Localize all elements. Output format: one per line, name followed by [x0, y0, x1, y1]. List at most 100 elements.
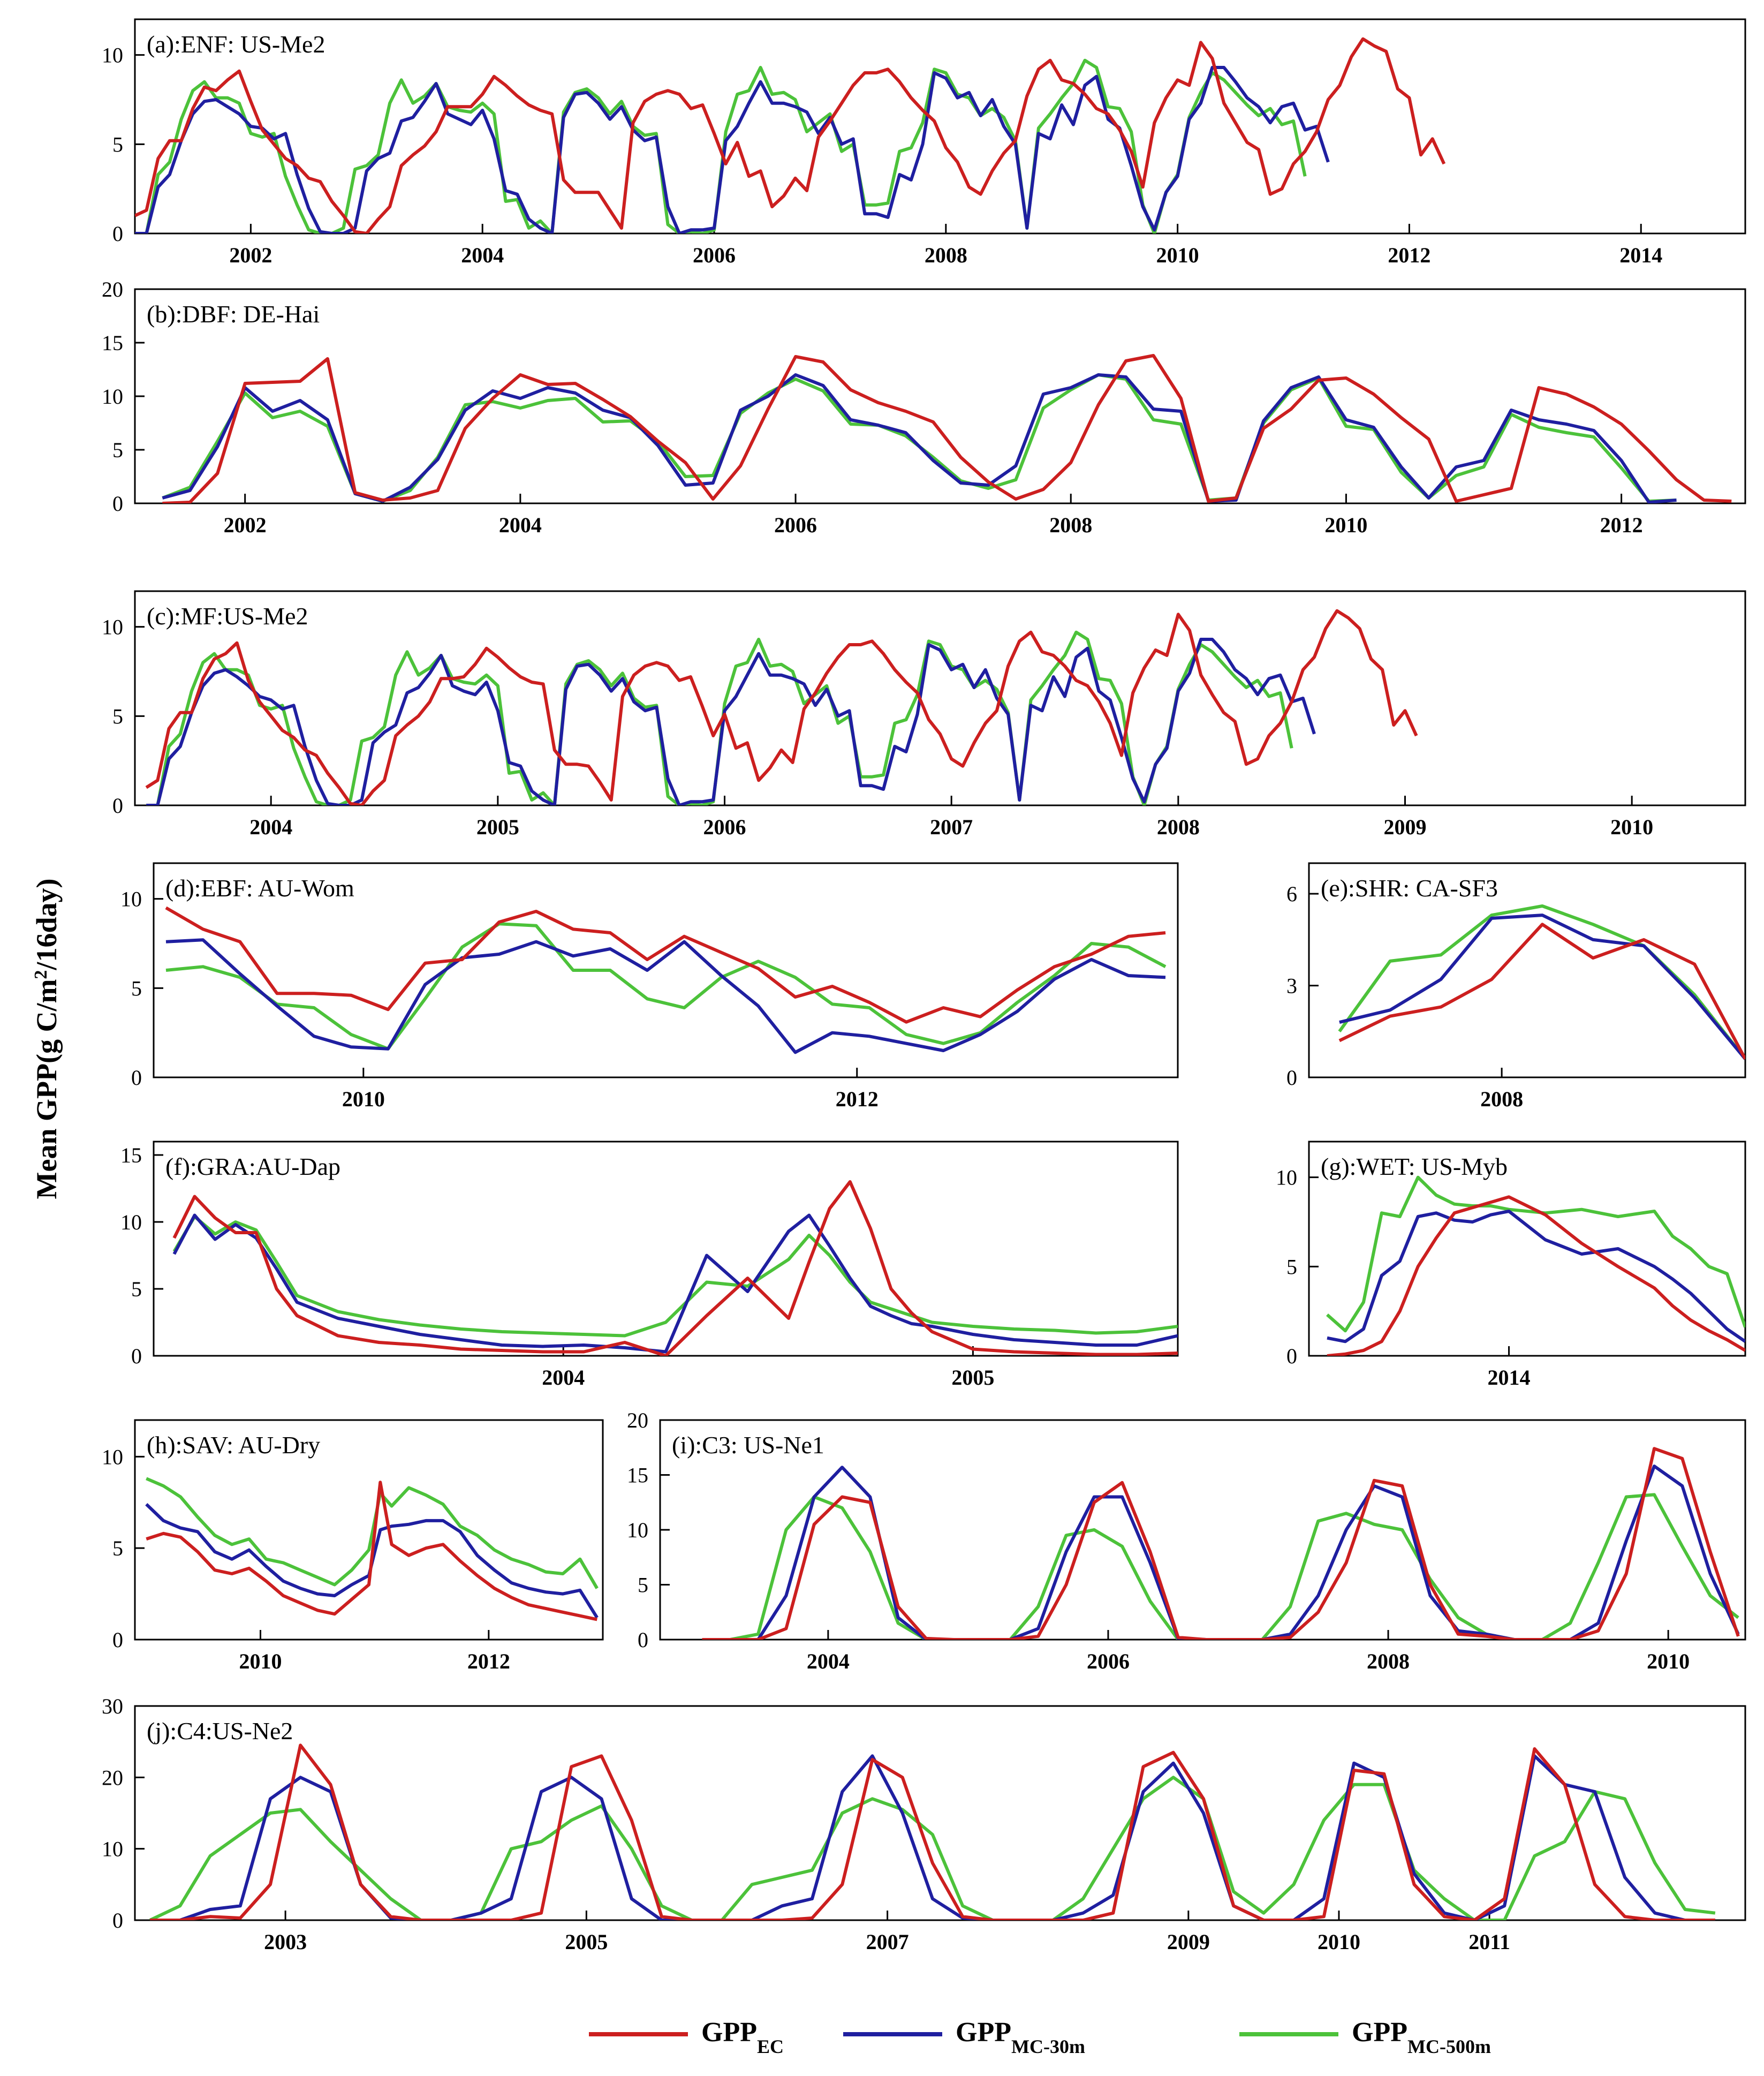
x-tick-label: 2007 — [866, 1930, 909, 1954]
series-gpp-mc-30m-a — [135, 66, 1330, 233]
x-tick-label: 2008 — [1367, 1649, 1410, 1673]
series-gpp-mc-500m-i — [702, 1493, 1739, 1640]
y-tick-label: 0 — [112, 794, 123, 818]
x-tick-label: 2006 — [774, 513, 817, 537]
y-axis-label-main: Mean GPP(g C/m — [31, 979, 63, 1199]
y-tick-label: 3 — [1286, 974, 1297, 998]
series-gpp-mc-500m-g — [1326, 1175, 1745, 1333]
series-gpp-ec-h — [146, 1481, 597, 1621]
y-axis-label-sup: 2 — [31, 970, 51, 979]
y-tick-label: 5 — [131, 976, 142, 1000]
y-tick-label: 10 — [102, 1445, 123, 1469]
x-tick-label: 2010 — [1647, 1649, 1690, 1673]
x-tick-label: 2005 — [476, 815, 519, 839]
panel-title-e: (e):SHR: CA-SF3 — [1321, 874, 1498, 902]
y-tick-label: 5 — [638, 1573, 648, 1597]
y-tick-label: 20 — [102, 1765, 123, 1790]
panel-title-a: (a):ENF: US-Me2 — [147, 31, 325, 58]
series-gpp-ec-c — [145, 609, 1418, 805]
series-gpp-mc-30m-h — [145, 1503, 599, 1619]
panel-frame — [134, 288, 1746, 504]
panel-e: 0 3 6 2008 (e):SHR: CA-SF3 — [1286, 862, 1746, 1111]
x-tick-label: 2002 — [224, 513, 267, 537]
y-tick-label: 5 — [112, 704, 123, 728]
x-tick-label: 2012 — [1388, 243, 1430, 267]
y-tick-label: 0 — [1286, 1066, 1297, 1090]
series-gpp-mc-500m-d — [165, 922, 1167, 1051]
panel-title-b: (b):DBF: DE-Hai — [147, 300, 320, 328]
y-tick-label: 0 — [112, 222, 123, 246]
x-tick-label: 2002 — [229, 243, 272, 267]
legend-mc30-main: GPP — [956, 2017, 1011, 2048]
y-axis-label: Mean GPP(g C/m2/16day) — [31, 879, 63, 1199]
series-gpp-ec-f — [172, 1180, 1178, 1356]
x-tick-label: 2006 — [693, 243, 736, 267]
x-tick-label: 2010 — [1610, 815, 1653, 839]
x-tick-label: 2009 — [1384, 815, 1427, 839]
panel-frame — [153, 862, 1179, 1078]
y-tick-label: 10 — [102, 43, 123, 67]
series-gpp-mc-30m-f — [172, 1213, 1178, 1354]
x-tick-label: 2004 — [542, 1365, 585, 1390]
series-gpp-mc-30m-d — [165, 938, 1166, 1054]
panel-g: 0 5 10 2014 (g):WET: US-Myb — [1276, 1141, 1746, 1390]
series-gpp-ec-j — [150, 1743, 1715, 1920]
x-tick-label: 2010 — [1324, 513, 1367, 537]
legend-mc500-main: GPP — [1352, 2017, 1407, 2048]
y-tick-label: 5 — [112, 1536, 123, 1560]
y-tick-label: 10 — [102, 384, 123, 409]
series-gpp-ec-e — [1338, 923, 1745, 1060]
y-tick-label: 0 — [112, 1908, 123, 1932]
y-axis-label-end: /16day) — [31, 879, 63, 971]
panel-title-c: (c):MF:US-Me2 — [147, 602, 308, 630]
panel-frame — [134, 18, 1746, 235]
panel-title-i: (i):C3: US-Ne1 — [672, 1431, 824, 1459]
y-tick-label: 0 — [638, 1628, 648, 1652]
y-tick-label: 20 — [627, 1408, 648, 1432]
panel-j: 0 10 20 30 2003 2005 2007 2009 2010 2011 (j):C4:US… — [102, 1694, 1746, 1954]
x-tick-label: 2010 — [239, 1649, 282, 1673]
legend-ec-main: GPP — [701, 2017, 757, 2048]
y-tick-label: 0 — [112, 1628, 123, 1652]
y-tick-label: 0 — [1286, 1344, 1297, 1368]
x-tick-label: 2007 — [930, 815, 973, 839]
panel-title-h: (h):SAV: AU-Dry — [147, 1431, 320, 1459]
x-tick-label: 2008 — [925, 243, 967, 267]
y-tick-label: 30 — [102, 1694, 123, 1718]
y-tick-label: 5 — [131, 1277, 142, 1301]
series-gpp-mc-30m-g — [1327, 1210, 1745, 1343]
panel-frame — [134, 590, 1746, 806]
y-tick-label: 5 — [112, 438, 123, 462]
series-gpp-ec-a — [135, 37, 1446, 233]
legend-ec-sub: EC — [757, 2036, 784, 2057]
x-tick-label: 2008 — [1480, 1087, 1523, 1111]
panel-frame — [134, 1705, 1746, 1921]
legend-mc30-sub: MC-30m — [1011, 2036, 1085, 2057]
y-tick-label: 20 — [102, 277, 123, 301]
y-tick-label: 0 — [131, 1066, 142, 1090]
x-tick-label: 2004 — [249, 815, 292, 839]
series-gpp-ec-i — [702, 1447, 1740, 1640]
y-tick-label: 6 — [1286, 882, 1297, 906]
y-tick-label: 5 — [1286, 1255, 1297, 1279]
y-tick-label: 10 — [1276, 1166, 1297, 1190]
legend-label-mc30: GPPMC-30m — [956, 2017, 1085, 2057]
series-gpp-mc-30m-e — [1339, 914, 1745, 1060]
panel-title-j: (j):C4:US-Ne2 — [147, 1717, 293, 1745]
panel-f: 0 5 10 15 2004 2005 (f):GRA:AU-Dap — [120, 1141, 1179, 1390]
panel-c: 0 5 10 2004 2005 2006 2007 2008 2009 2010 (c):MF:U… — [102, 590, 1746, 839]
y-tick-label: 15 — [627, 1463, 648, 1488]
legend-label-mc500: GPPMC-500m — [1352, 2017, 1491, 2057]
x-tick-label: 2012 — [467, 1649, 510, 1673]
y-tick-label: 5 — [112, 132, 123, 156]
legend-label-ec: GPPEC — [701, 2017, 784, 2057]
y-tick-label: 10 — [102, 615, 123, 639]
x-tick-label: 2005 — [565, 1930, 608, 1954]
panel-title-d: (d):EBF: AU-Wom — [165, 874, 354, 902]
x-tick-label: 2005 — [951, 1365, 994, 1390]
series-gpp-ec-g — [1327, 1195, 1745, 1356]
legend-mc500-sub: MC-500m — [1407, 2036, 1491, 2057]
panel-a: 0 5 10 2002 2004 2006 2008 2010 2012 2014 (a):ENF:… — [102, 18, 1746, 267]
series-gpp-ec-d — [165, 906, 1166, 1024]
series-gpp-mc-500m-j — [149, 1776, 1716, 1920]
